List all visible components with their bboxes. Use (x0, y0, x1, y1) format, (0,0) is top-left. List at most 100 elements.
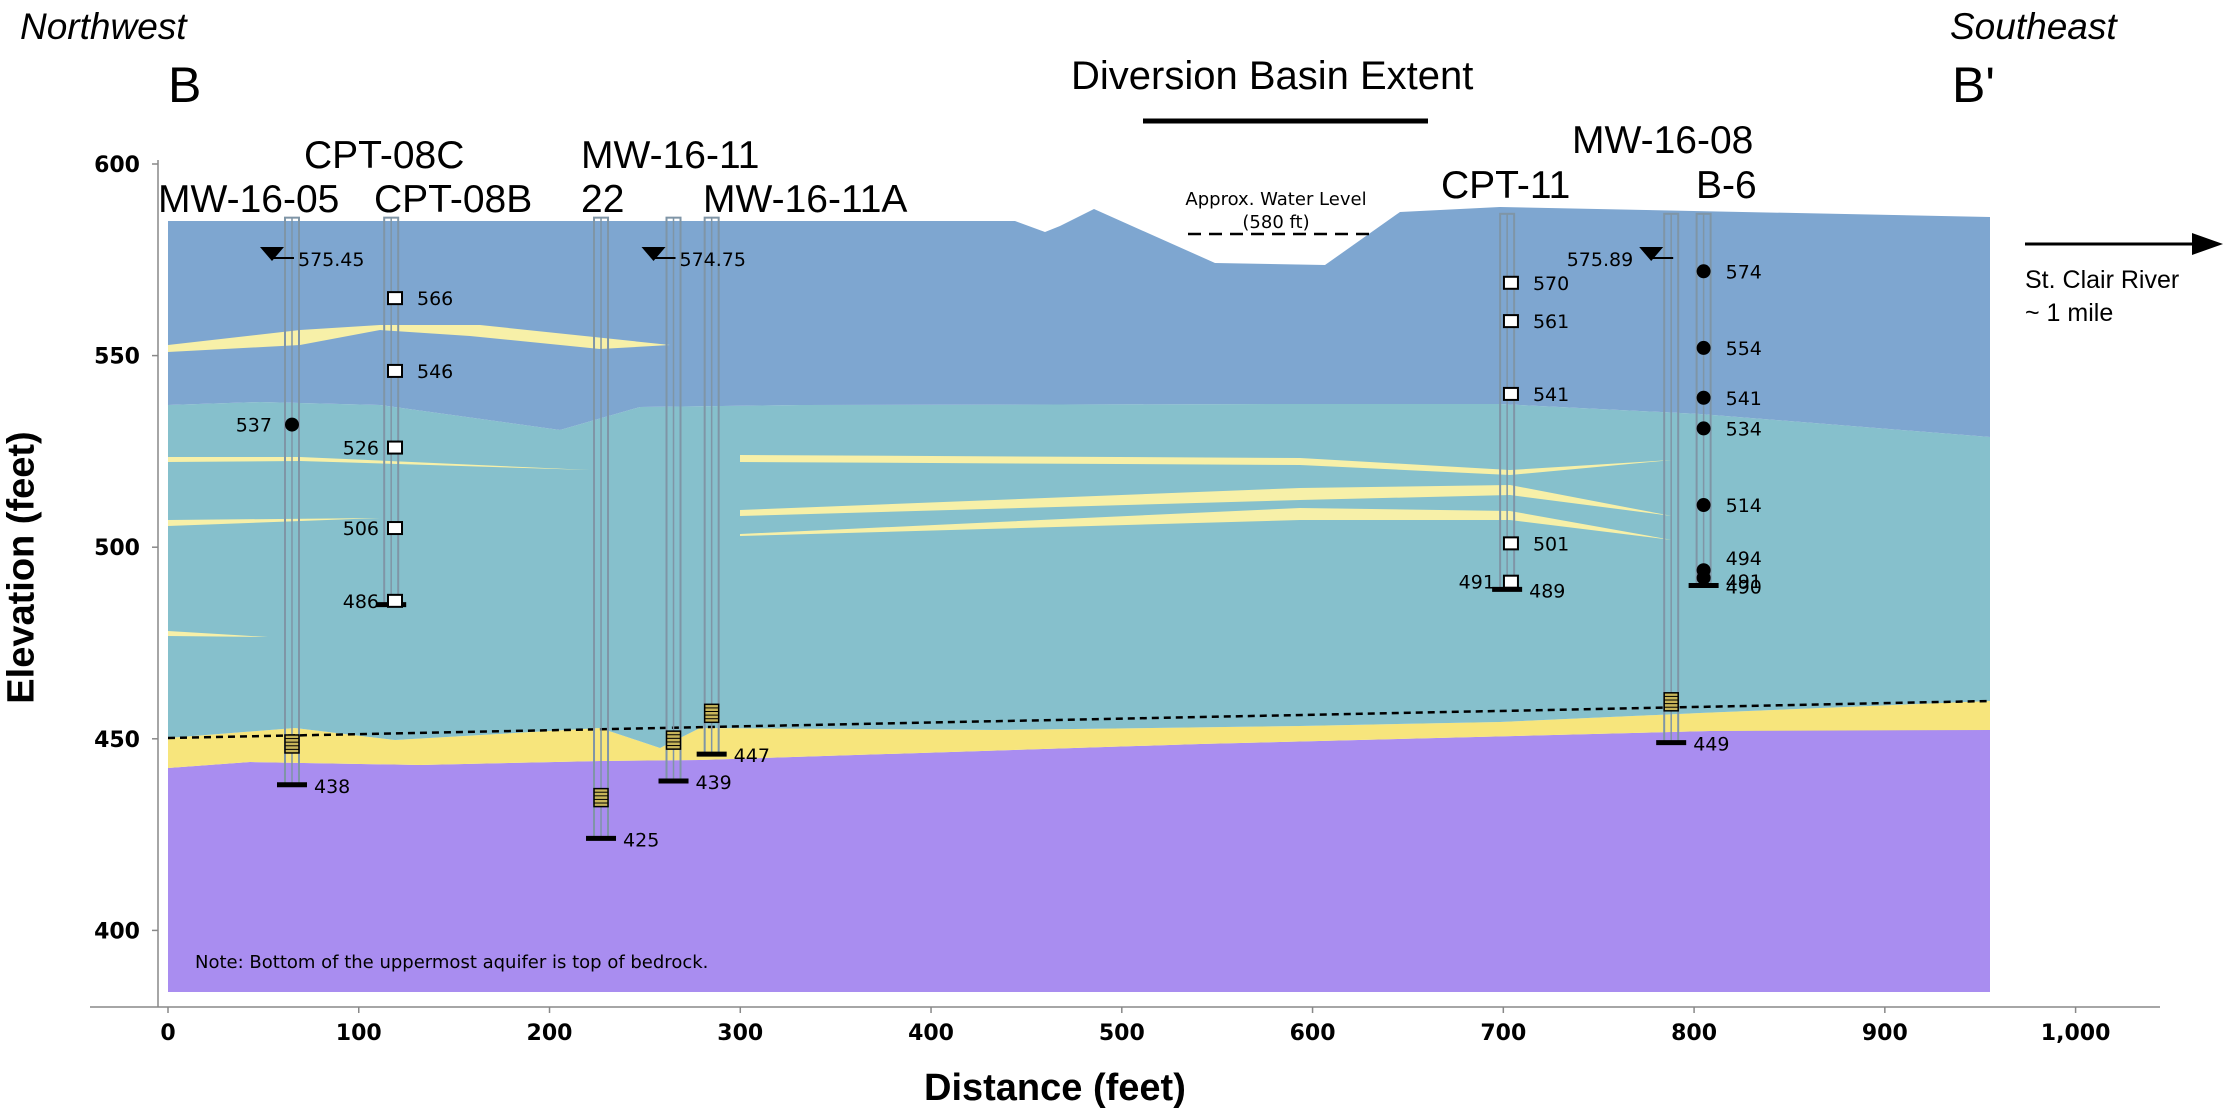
x-tick-label: 200 (527, 1021, 573, 1046)
cpt-sample-marker (387, 440, 404, 455)
boring-label-mw-16-05: MW-16-05 (158, 178, 340, 221)
x-tick-label: 400 (908, 1021, 954, 1046)
soil-sample-label: 574 (1726, 261, 1762, 283)
soil-sample-label: 491 (1726, 571, 1762, 593)
boring-label-22: 22 (581, 178, 625, 221)
y-tick-label: 550 (94, 345, 140, 370)
sand-lens (740, 508, 1672, 540)
sand-lens (380, 325, 670, 349)
river-label: St. Clair River ~ 1 mile (2025, 264, 2179, 330)
boring-bottom-label: 490 (1726, 577, 1762, 599)
boring-label-b-6: B-6 (1696, 164, 1757, 207)
boring-bottom-label: 438 (314, 776, 350, 798)
cpt-sample-label: 546 (417, 361, 453, 383)
sand-lens (168, 457, 590, 470)
sand-lens (740, 485, 1672, 516)
x-tick-label: 300 (717, 1021, 763, 1046)
soil-sample-marker (1696, 421, 1711, 436)
water-level-label: 574.75 (680, 249, 746, 271)
cpt-sample-marker (1502, 386, 1519, 401)
sand-lens (740, 455, 1672, 475)
x-tick-label: 100 (336, 1021, 382, 1046)
x-tick-label: 0 (160, 1021, 175, 1046)
cpt-sample-label: 570 (1533, 273, 1569, 295)
cpt-sample-label: 491 (1459, 572, 1495, 594)
stratigraphy-layers (168, 207, 1990, 992)
well-screen (1663, 692, 1679, 712)
x-tick-label: 800 (1671, 1021, 1717, 1046)
cpt-sample-marker (1502, 574, 1519, 589)
well-screen (284, 734, 300, 754)
axes: 0 100 200 300 400 500 600 700 800 900 1,000 400 450 5… (90, 153, 2160, 1046)
boring-label-cpt-11: CPT-11 (1441, 164, 1571, 207)
river-label-line2: ~ 1 mile (2025, 299, 2114, 327)
river-arrow (2025, 233, 2223, 255)
boring-label-mw-16-11a: MW-16-11A (703, 178, 908, 221)
boring-bottom-label: 449 (1693, 734, 1729, 756)
y-tick-label: 400 (94, 919, 140, 944)
boring-bottom-label: 447 (734, 745, 770, 767)
soil-sample-marker (1696, 570, 1711, 585)
sand-lens (168, 631, 268, 637)
soil-sample-marker (1696, 340, 1711, 355)
samples: 566 546 526 506 486 570 561 541 501 491 537 574 554 5… (236, 261, 1762, 613)
soil-sample-label: 514 (1726, 495, 1762, 517)
soil-sample-marker (1696, 264, 1711, 279)
cpt-sample-label: 526 (343, 438, 379, 460)
boring-label-cpt-08b: CPT-08B (374, 178, 533, 221)
cpt-sample-label: 566 (417, 288, 453, 310)
bedrock-layer (168, 728, 1990, 992)
cpt-sample-marker (1502, 536, 1519, 551)
water-level-label: 575.89 (1567, 249, 1633, 271)
soil-sample-label: 494 (1726, 548, 1762, 570)
soil-sample-marker (284, 417, 299, 432)
x-tick-label: 900 (1862, 1021, 1908, 1046)
x-tick-label: 700 (1480, 1021, 1526, 1046)
cpt-sample-label: 541 (1533, 384, 1569, 406)
sand-lens (168, 325, 380, 352)
sand-lenses (168, 325, 1672, 637)
soil-sample-label: 554 (1726, 338, 1762, 360)
y-tick-label: 450 (94, 728, 140, 753)
bedrock-note: Note: Bottom of the uppermost aquifer is… (195, 952, 708, 973)
cpt-sample-marker (1502, 314, 1519, 329)
water-level-label-line2: (580 ft) (1242, 212, 1309, 233)
water-level-icon (259, 247, 284, 261)
y-axis-title: Elevation (feet) (0, 431, 43, 704)
northwest-label: Northwest (20, 6, 187, 47)
cpt-sample-label: 506 (343, 518, 379, 540)
aquifer-top-dashed-line (167, 699, 1991, 740)
lower-clay-layer (168, 402, 1990, 748)
water-level-label: 575.45 (298, 249, 364, 271)
sand-lens (168, 518, 380, 526)
soil-sample-marker (1696, 498, 1711, 513)
uppermost-aquifer-layer (168, 701, 1990, 768)
cpt-sample-label: 501 (1533, 533, 1569, 555)
upper-clay-layer (168, 207, 1990, 437)
water-level-icon (1639, 247, 1664, 261)
well-screen (665, 730, 682, 750)
cpt-sample-marker (387, 291, 404, 306)
section-start-label: B (168, 57, 202, 113)
section-end-label: B' (1952, 57, 1995, 113)
boring-label-cpt-08c: CPT-08C (304, 134, 465, 177)
water-level-icon (641, 247, 666, 261)
x-tick-label: 500 (1099, 1021, 1145, 1046)
well-screen (703, 703, 720, 724)
y-tick-label: 500 (94, 536, 140, 561)
soil-sample-label: 534 (1726, 418, 1762, 440)
cpt-sample-marker (1502, 275, 1519, 290)
river-arrow-head (2192, 233, 2223, 255)
x-tick-label: 600 (1290, 1021, 1336, 1046)
x-tick-label: 1,000 (2041, 1021, 2111, 1046)
cpt-sample-label: 486 (343, 591, 379, 613)
water-level-label-line1: Approx. Water Level (1185, 189, 1366, 210)
southeast-label: Southeast (1950, 6, 2117, 47)
boring-label-mw-16-11: MW-16-11 (581, 134, 760, 177)
boring-bottom-label: 425 (623, 829, 659, 851)
soil-sample-label: 541 (1726, 388, 1762, 410)
diversion-basin-title: Diversion Basin Extent (1071, 54, 1474, 98)
cpt-sample-label: 561 (1533, 311, 1569, 333)
